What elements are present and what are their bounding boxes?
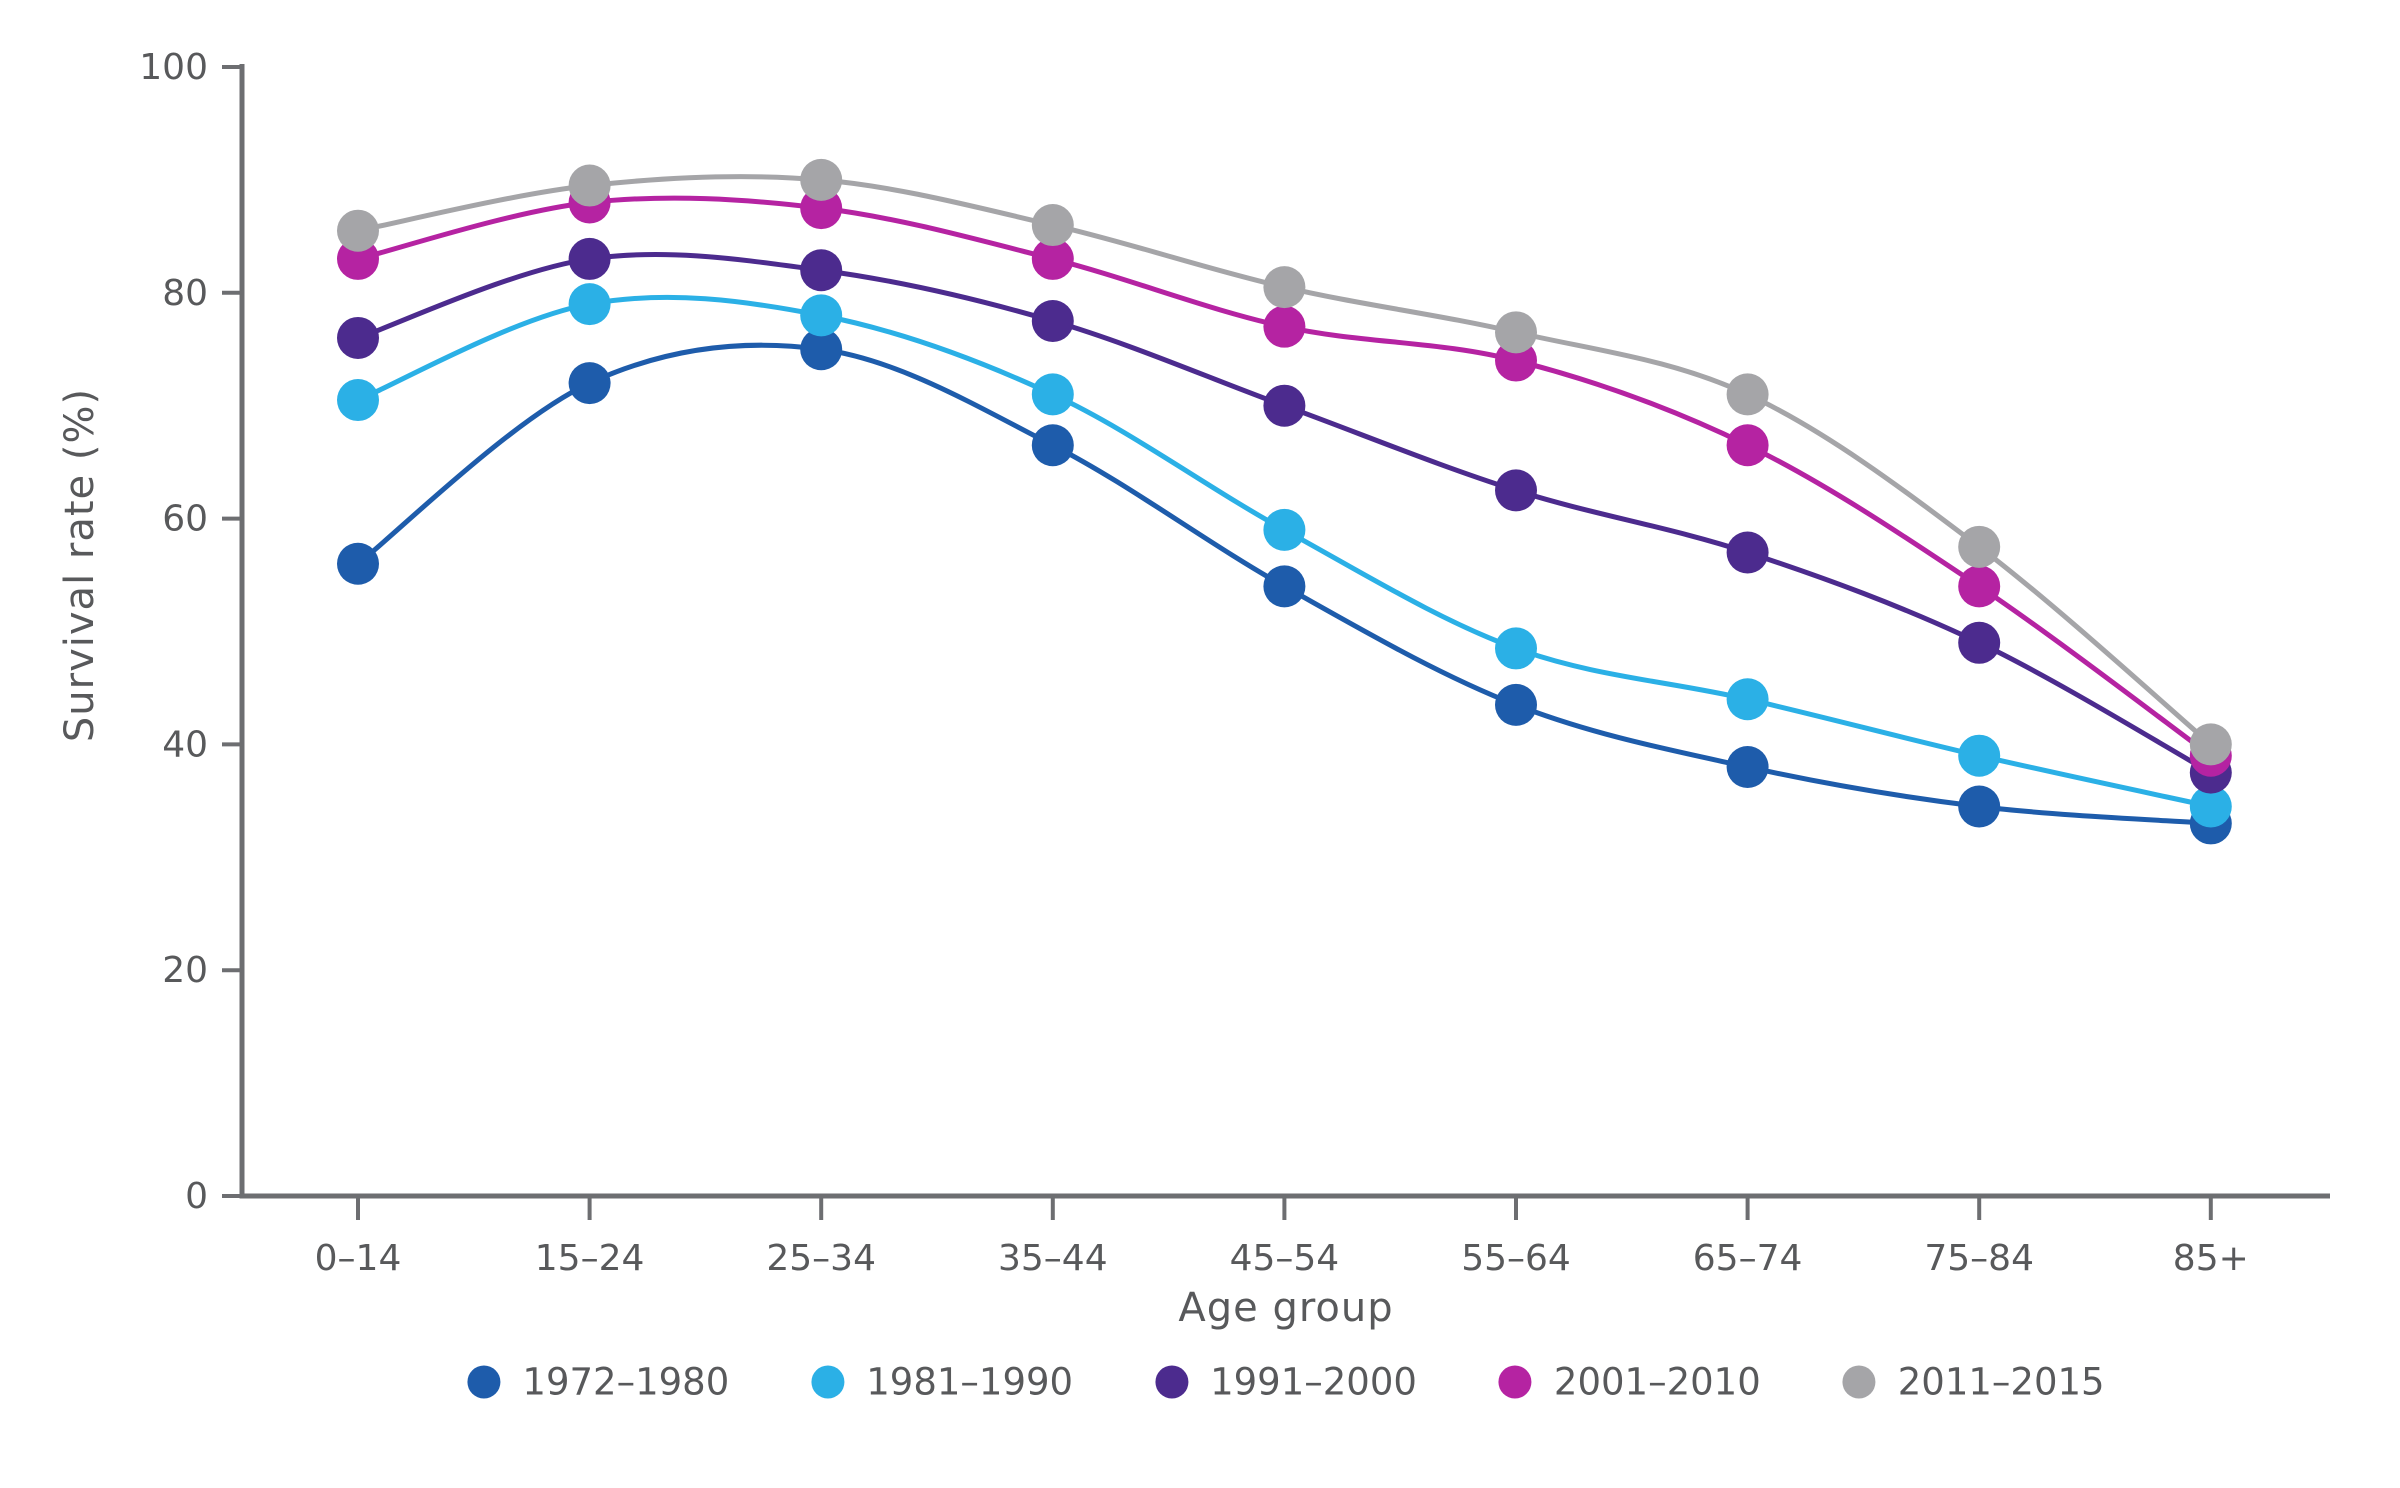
data-point [1726,745,1769,788]
data-point [1031,300,1074,343]
x-tick-label: 55–64 [1461,1238,1571,1279]
data-point [568,283,611,326]
data-point [1263,565,1306,608]
data-point [1263,384,1306,427]
legend-label: 1981–1990 [866,1360,1074,1404]
data-point [1726,678,1769,721]
data-point [568,237,611,280]
data-point [800,249,843,292]
data-point [1958,525,2001,568]
legend-label: 2001–2010 [1553,1360,1761,1404]
legend-dot-icon [811,1365,845,1399]
legend-item: 1972–1980 [467,1361,729,1404]
data-point [1495,469,1537,512]
legend-item: 1981–1990 [811,1361,1073,1404]
x-tick-label: 85+ [2173,1238,2249,1279]
legend-item: 2011–2015 [1842,1360,2105,1404]
data-point [337,209,379,252]
data-point [1495,627,1537,670]
y-tick-label: 80 [162,273,208,314]
data-point [800,328,843,371]
data-point [1031,237,1074,280]
legend-item: 2001–2010 [1498,1360,1761,1404]
legend-item: 1991–2000 [1155,1361,1417,1404]
data-point [337,379,379,422]
legend-dot-icon [467,1365,501,1399]
data-point [568,164,611,207]
x-tick-label: 75–84 [1924,1238,2034,1279]
data-point [1495,311,1537,354]
data-point [568,362,611,405]
x-tick-label: 0–14 [315,1238,402,1279]
data-point [337,542,379,585]
data-point [800,294,843,337]
data-point [2189,785,2232,828]
data-point [1263,266,1306,309]
series-line [355,294,2214,809]
legend: 1972–1980 1981–1990 1991–2000 2001–2010 2011… [467,1360,2105,1404]
data-point [337,316,379,359]
data-point [1958,565,2001,608]
data-point [1495,683,1537,726]
y-tick-label: 60 [162,499,208,540]
legend-dot-icon [1498,1365,1532,1399]
y-tick-label: 0 [185,1176,208,1217]
legend-dot-icon [1842,1365,1876,1399]
data-point [1263,305,1306,348]
x-axis-title: Age group [1178,1285,1394,1331]
x-tick-label: 25–34 [766,1238,876,1279]
data-point [1726,531,1769,574]
data-point [800,158,843,201]
y-tick-label: 20 [162,950,208,991]
data-point [1958,785,2001,828]
data-point [1958,621,2001,664]
x-tick-label: 35–44 [998,1238,1108,1279]
data-point [1031,373,1074,416]
x-tick-label: 65–74 [1693,1238,1803,1279]
data-point [1726,373,1769,416]
x-tick-label: 15–24 [535,1238,645,1279]
y-tick-label: 40 [162,724,208,765]
legend-label: 1972–1980 [522,1360,730,1404]
series-line [355,174,2214,747]
data-point [1726,424,1769,467]
data-point [2189,723,2232,766]
legend-label: 2011–2015 [1897,1360,2105,1404]
legend-dot-icon [1155,1365,1189,1399]
x-tick-label: 45–54 [1230,1238,1340,1279]
data-point [1031,424,1074,467]
y-axis-title: Survival rate (%) [57,387,103,743]
data-point [1031,204,1074,247]
data-point [1263,508,1306,551]
data-point [1958,734,2001,777]
legend-label: 1991–2000 [1210,1360,1417,1404]
y-tick-label: 100 [139,47,208,88]
